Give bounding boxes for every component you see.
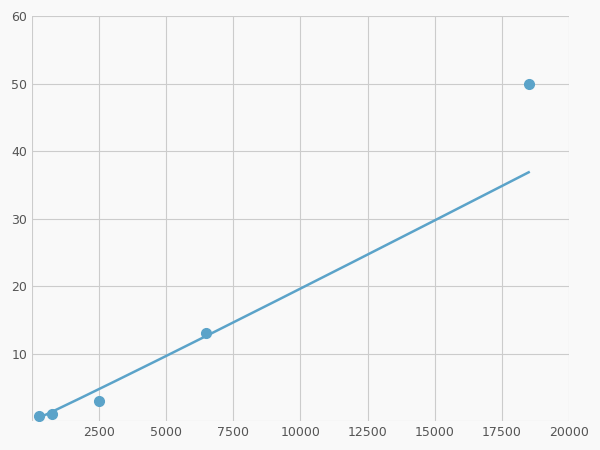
Point xyxy=(47,411,57,418)
Point xyxy=(524,80,533,87)
Point xyxy=(202,330,211,337)
Point xyxy=(34,413,43,420)
Point xyxy=(94,397,104,405)
